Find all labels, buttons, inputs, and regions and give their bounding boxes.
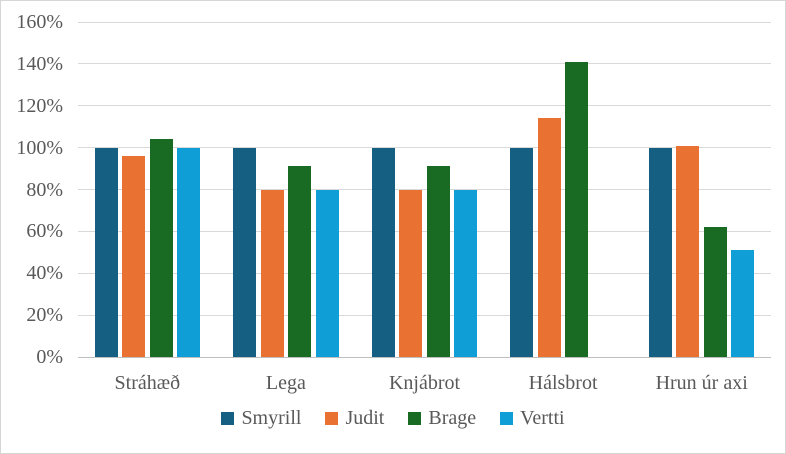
bar-vertti-stráhæð	[177, 147, 201, 357]
bar-smyrill-hálsbrot	[510, 147, 534, 357]
bar-brage-hrun-úr-axi	[703, 227, 727, 357]
gridline-60%	[78, 230, 771, 232]
gridline-100%	[78, 147, 771, 149]
legend-item-brage: Brage	[408, 407, 476, 429]
y-tick-label-60%: 60%	[26, 220, 63, 243]
legend-swatch-icon-judit	[325, 411, 339, 425]
legend-swatch-icon-brage	[408, 411, 422, 425]
x-axis-label-lega: Lega	[265, 372, 306, 394]
bar-judit-knjábrot	[399, 189, 423, 357]
bar-brage-hálsbrot	[565, 61, 589, 357]
legend-item-judit: Judit	[325, 407, 384, 429]
bar-judit-lega	[260, 189, 284, 357]
bar-judit-stráhæð	[122, 156, 146, 357]
bar-vertti-lega	[315, 189, 339, 357]
legend-label-judit: Judit	[345, 407, 385, 429]
y-tick-label-0%: 0%	[36, 346, 63, 368]
x-axis-label-knjábrot: Knjábrot	[388, 372, 461, 394]
gridline-120%	[78, 105, 771, 107]
gridline-140%	[78, 63, 771, 65]
x-axis-label-stráhæð: Stráhæð	[114, 372, 181, 394]
bar-judit-hálsbrot	[537, 118, 561, 357]
bar-brage-knjábrot	[426, 166, 450, 357]
y-tick-label-140%: 140%	[16, 52, 63, 75]
bar-brage-lega	[288, 166, 312, 357]
bar-vertti-hrun-úr-axi	[731, 250, 755, 357]
gridline-40%	[78, 272, 771, 274]
y-tick-label-100%: 100%	[16, 136, 63, 159]
bar-vertti-knjábrot	[454, 189, 478, 357]
gridline-160%	[78, 21, 771, 23]
bar-smyrill-stráhæð	[94, 147, 118, 357]
legend-swatch-icon-smyrill	[221, 411, 235, 425]
legend-label-brage: Brage	[428, 407, 477, 429]
gridline-20%	[78, 314, 771, 316]
gridline-80%	[78, 189, 771, 190]
bar-smyrill-hrun-úr-axi	[648, 147, 672, 357]
bar-judit-hrun-úr-axi	[676, 145, 700, 357]
legend-item-vertti: Vertti	[500, 407, 565, 429]
y-tick-label-40%: 40%	[26, 262, 63, 285]
x-axis-line	[78, 356, 771, 358]
x-axis-label-hrun-úr-axi: Hrun úr axi	[655, 372, 748, 394]
legend-label-smyrill: Smyrill	[241, 407, 302, 429]
legend-item-smyrill: Smyrill	[221, 407, 301, 429]
legend-label-vertti: Vertti	[520, 407, 565, 429]
y-tick-label-160%: 160%	[16, 11, 63, 33]
x-axis-label-hálsbrot: Hálsbrot	[528, 372, 598, 394]
bar-smyrill-lega	[233, 147, 257, 357]
bar-smyrill-knjábrot	[371, 147, 395, 357]
y-tick-label-20%: 20%	[26, 304, 63, 327]
legend: Smyrill Judit Brage Vertti	[1, 407, 785, 429]
legend-swatch-icon-vertti	[500, 411, 514, 425]
y-tick-label-80%: 80%	[26, 178, 63, 201]
bar-brage-stráhæð	[149, 139, 173, 357]
y-tick-label-120%: 120%	[16, 94, 63, 117]
